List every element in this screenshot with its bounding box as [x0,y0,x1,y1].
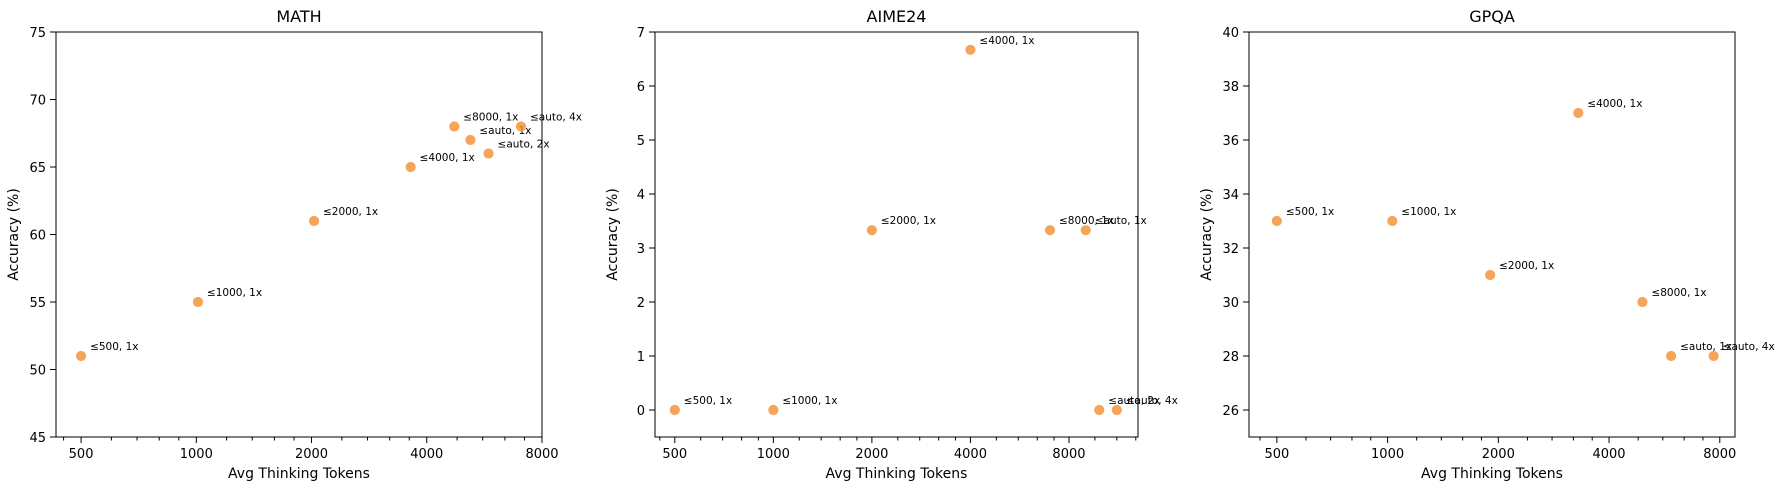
data-point [1666,350,1677,362]
y-tick-label: 45 [29,431,46,446]
y-tick-label: 75 [29,26,46,41]
point-label: ≤4000, 1x [420,152,475,164]
point-label: ≤8000, 1x [1651,287,1706,299]
data-point [75,350,87,362]
x-tick-label: 1000 [1371,447,1404,462]
data-point [1387,215,1398,227]
plot-frame [654,31,1139,438]
y-tick-label: 32 [1222,242,1239,257]
y-tick-label: 55 [29,296,46,311]
chart-panel-math: MATH 500 1000 2000 4000 8000 45 50 55 60 65 70 75 Avg… [6,7,582,482]
x-axis-label: Avg Thinking Tokens [1421,466,1563,482]
y-tick-label: 60 [29,229,46,244]
y-tick-label: 30 [1222,296,1239,311]
point-label: ≤auto, 2x [498,139,550,151]
point-label: ≤2000, 1x [881,215,936,227]
data-point [768,404,779,416]
data-point [1044,225,1056,236]
data-point [1271,215,1282,227]
data-point [965,44,976,55]
x-tick-label: 500 [69,447,94,462]
data-point [1708,350,1719,362]
data-point [1111,404,1122,416]
y-tick-label: 5 [637,134,645,149]
data-point [308,215,320,227]
x-tick-label: 8000 [1703,447,1736,462]
y-tick-label: 40 [1222,26,1239,41]
data-point [669,404,680,416]
data-point [1094,404,1105,416]
y-tick-label: 0 [637,404,645,419]
point-label: ≤500, 1x [90,341,138,353]
data-point [483,148,494,159]
plot-frame [55,31,543,438]
plot-frame [1248,31,1736,438]
x-tick-label: 2000 [1482,447,1515,462]
y-tick-label: 7 [637,26,645,41]
y-tick-label: 26 [1222,404,1239,419]
point-label: ≤8000, 1x [1059,215,1114,227]
point-label: ≤1000, 1x [782,395,837,407]
chart-title: MATH [276,7,321,26]
y-tick-label: 38 [1222,80,1239,95]
point-label: ≤auto, 4x [1126,395,1178,407]
x-axis-label: Avg Thinking Tokens [826,466,968,482]
point-label: ≤4000, 1x [1587,98,1642,110]
x-tick-label: 4000 [954,447,987,462]
y-tick-label: 2 [637,296,645,311]
point-label: ≤4000, 1x [979,35,1034,47]
point-label: ≤1000, 1x [1401,206,1456,218]
x-tick-label: 500 [1264,447,1289,462]
y-tick-label: 34 [1222,188,1239,203]
point-label: ≤2000, 1x [323,206,378,218]
data-point [1485,269,1496,281]
data-point [1637,296,1648,308]
x-tick-label: 1000 [757,447,790,462]
data-point [1080,225,1091,236]
y-tick-label: 4 [637,188,645,203]
x-tick-label: 4000 [1592,447,1625,462]
x-tick-label: 4000 [410,447,443,462]
y-tick-label: 1 [637,350,645,365]
y-tick-label: 28 [1222,350,1239,365]
data-point [1573,107,1584,119]
data-point [465,134,476,146]
x-tick-label: 2000 [855,447,888,462]
point-label: ≤auto, 4x [1723,341,1775,353]
y-tick-label: 50 [29,364,46,379]
data-point [405,161,416,173]
chart-title: AIME24 [867,7,927,26]
y-tick-label: 65 [29,161,46,176]
chart-panel-gpqa: GPQA 500 1000 2000 4000 8000 26 28 30 32 34 36 38 40 A… [1199,7,1775,482]
y-tick-label: 6 [637,80,645,95]
data-point [192,296,204,308]
y-axis-label: Accuracy (%) [6,188,22,281]
point-label: ≤auto, 4x [530,112,582,124]
data-point [515,121,527,132]
y-tick-label: 36 [1222,134,1239,149]
point-label: ≤2000, 1x [1499,260,1554,272]
point-label: ≤auto, 1x [1680,341,1732,353]
y-axis-label: Accuracy (%) [605,188,621,281]
chart-title: GPQA [1469,7,1515,26]
point-label: ≤1000, 1x [207,287,262,299]
x-tick-label: 500 [662,447,687,462]
point-label: ≤8000, 1x [463,112,518,124]
y-tick-label: 70 [29,94,46,109]
data-point [866,225,877,236]
y-tick-label: 3 [637,242,645,257]
point-label: ≤auto, 1x [1095,215,1147,227]
x-tick-label: 8000 [525,447,558,462]
data-point [449,121,460,132]
x-tick-label: 1000 [180,447,213,462]
x-axis-label: Avg Thinking Tokens [228,466,370,482]
point-label: ≤500, 1x [1286,206,1334,218]
chart-panel-aime24: AIME24 500 1000 2000 4000 8000 0 1 2 3 4 5 6 7 Avg Thi… [605,7,1178,482]
y-axis-label: Accuracy (%) [1199,188,1215,281]
point-label: ≤500, 1x [684,395,732,407]
point-label: ≤auto, 2x [1108,395,1160,407]
x-tick-label: 8000 [1052,447,1085,462]
x-tick-label: 2000 [295,447,328,462]
